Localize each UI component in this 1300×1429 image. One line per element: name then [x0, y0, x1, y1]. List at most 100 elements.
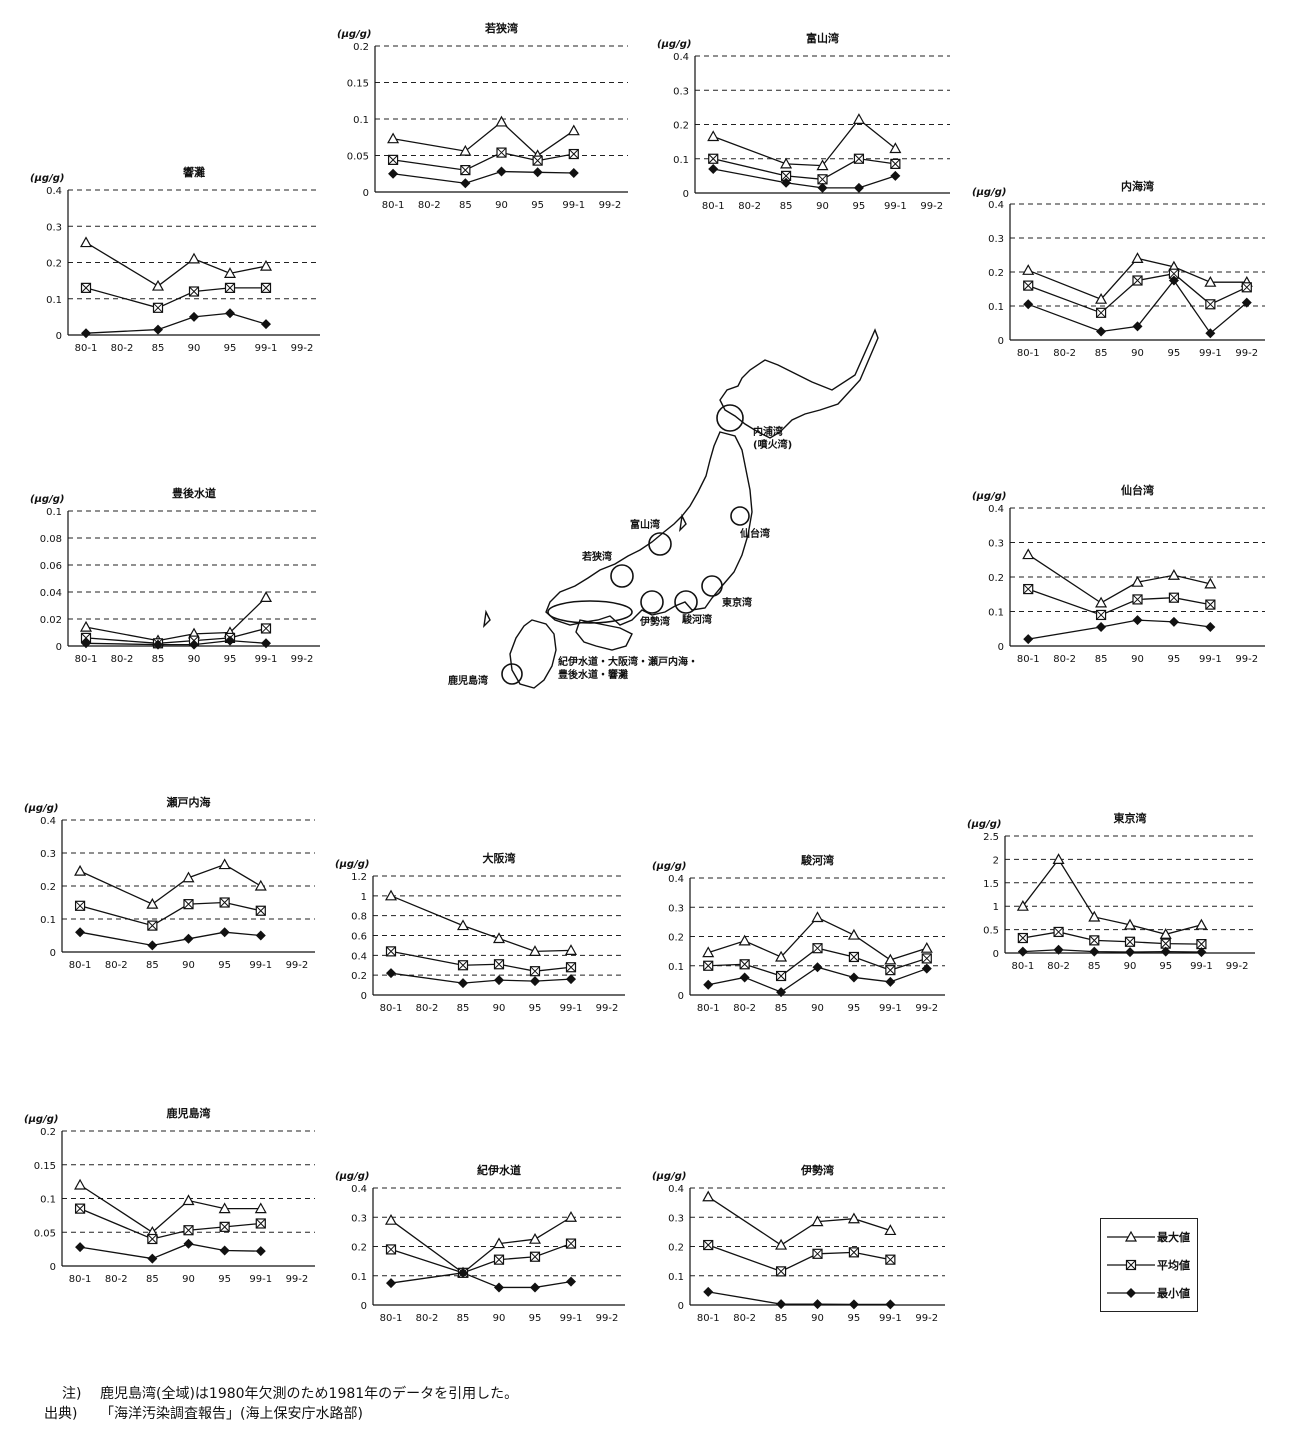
- series-line-crossed-square: [390, 950, 572, 972]
- data-point-crossed-square-cross: [921, 953, 932, 964]
- data-point-crossed-square-cross: [1096, 307, 1106, 318]
- data-point-crossed-square: [385, 946, 397, 957]
- data-point-triangle: [218, 858, 231, 870]
- data-point-diamond: [817, 182, 828, 193]
- data-point-crossed-square-cross: [890, 159, 901, 169]
- data-point-crossed-square: [1205, 299, 1216, 310]
- series-line-diamond: [79, 1243, 261, 1260]
- data-point-crossed-square-cross: [75, 1203, 85, 1214]
- data-point-crossed-square-cross: [885, 965, 896, 975]
- data-point-diamond: [255, 1246, 266, 1257]
- map-label-ise: 伊勢湾: [639, 615, 670, 628]
- data-point-crossed-square-cross: [496, 147, 507, 158]
- x-tick-label: 80-1: [69, 1274, 92, 1285]
- x-tick-label: 99-1: [255, 343, 278, 354]
- y-unit-label: (μg/g): [335, 1171, 369, 1182]
- data-point-crossed-square: [457, 960, 469, 971]
- y-tick-label: 0.2: [46, 259, 62, 270]
- data-point-triangle: [920, 941, 933, 953]
- series-line-triangle: [1022, 858, 1202, 935]
- data-point-crossed-square-cross: [1023, 280, 1034, 291]
- sendai-bay-marker: [730, 506, 750, 526]
- data-point-crossed-square-cross: [255, 905, 266, 916]
- legend-item-min: 最小値: [1101, 1283, 1197, 1303]
- x-tick-label: 90: [1124, 961, 1137, 972]
- data-point-crossed-square-cross: [1132, 275, 1143, 286]
- data-point-triangle: [254, 1202, 267, 1214]
- data-point-crossed-square-cross: [494, 1254, 504, 1265]
- data-point-triangle: [852, 113, 865, 124]
- data-point-diamond: [848, 1299, 859, 1310]
- x-tick-label: 80-2: [418, 200, 441, 211]
- chart-kii: 紀伊水道 (μg/g) 0 0.1 0.2 0.3 0.4 80-1 80-2 85 90 95 99-…: [335, 1163, 625, 1324]
- data-point-diamond: [1017, 946, 1028, 957]
- y-tick-label: 0.3: [668, 1213, 684, 1224]
- data-point-diamond: [183, 1238, 194, 1249]
- chart-title: 鹿児島湾: [167, 1106, 211, 1120]
- x-tick-label: 99-1: [1199, 348, 1222, 359]
- x-tick-label: 80-1: [1017, 654, 1040, 665]
- series-line-triangle: [707, 1196, 891, 1246]
- data-point-crossed-square: [568, 148, 579, 160]
- y-tick-label: 0: [998, 336, 1004, 347]
- x-tick-label: 99-2: [915, 1003, 938, 1014]
- x-tick-label: 80-1: [697, 1313, 720, 1324]
- data-point-diamond: [1160, 946, 1171, 957]
- data-point-triangle: [528, 1232, 542, 1244]
- data-point-triangle: [182, 1194, 195, 1206]
- x-tick-label: 80-1: [702, 201, 725, 212]
- data-point-triangle: [492, 932, 506, 944]
- y-tick-label: 0.1: [668, 1272, 684, 1283]
- series-line-diamond: [85, 639, 267, 646]
- bay-markers: [501, 404, 750, 685]
- y-tick-label: 0.1: [40, 1195, 56, 1206]
- y-tick-label: 0.1: [351, 1272, 367, 1283]
- data-point-crossed-square-cross: [1089, 935, 1100, 946]
- data-point-crossed-square-cross: [261, 623, 271, 634]
- data-point-crossed-square-cross: [189, 286, 199, 297]
- y-tick-label: 0.2: [351, 971, 367, 982]
- series-line-diamond: [1022, 949, 1202, 953]
- data-point-diamond: [261, 638, 271, 649]
- data-point-crossed-square: [224, 282, 236, 293]
- data-point-crossed-square-cross: [703, 960, 714, 971]
- data-point-crossed-square: [565, 962, 577, 973]
- x-tick-label: 99-2: [1226, 961, 1249, 972]
- data-point-crossed-square-cross: [81, 283, 91, 293]
- data-point-crossed-square: [152, 302, 164, 313]
- data-point-diamond: [703, 1286, 714, 1297]
- tokyo-bay-marker: [701, 575, 723, 597]
- data-point-crossed-square: [1205, 599, 1216, 610]
- data-point-crossed-square-cross: [708, 153, 719, 164]
- data-point-diamond: [885, 1299, 896, 1310]
- data-point-crossed-square: [708, 153, 719, 164]
- map-label-seto-group-2: 豊後水道・響灘: [558, 668, 628, 681]
- data-point-crossed-square: [565, 1238, 577, 1249]
- y-tick-label: 0.2: [351, 1243, 367, 1254]
- data-point-triangle: [74, 864, 87, 876]
- data-point-crossed-square: [775, 970, 787, 982]
- x-tick-label: 90: [493, 1313, 506, 1324]
- x-tick-label: 90: [188, 343, 201, 354]
- data-point-crossed-square-cross: [781, 171, 791, 181]
- x-tick-label: 85: [1095, 654, 1108, 665]
- x-tick-label: 80-1: [69, 960, 92, 971]
- series-line-crossed-square: [79, 1208, 261, 1240]
- data-point-crossed-square-cross: [1169, 592, 1179, 603]
- y-tick-label: 0.2: [40, 882, 56, 893]
- x-tick-label: 95: [853, 201, 866, 212]
- x-tick-label: 80-1: [75, 654, 98, 665]
- data-point-crossed-square: [703, 1239, 714, 1251]
- sado-island: [679, 513, 687, 532]
- data-point-crossed-square: [1095, 307, 1107, 318]
- y-tick-label: 0.3: [988, 539, 1004, 550]
- y-unit-label: (μg/g): [335, 859, 369, 870]
- chart-osaka: 大阪湾 (μg/g) 0 0.2 0.4 0.6 0.8 1 1.2 80-1 80-2 85 90 95…: [335, 851, 625, 1014]
- series-line-triangle: [85, 242, 267, 287]
- data-point-triangle: [811, 911, 824, 923]
- data-point-crossed-square-cross: [460, 165, 471, 175]
- x-tick-label: 99-2: [596, 1003, 619, 1014]
- series-line-crossed-square: [1022, 931, 1202, 945]
- x-tick-label: 90: [816, 201, 829, 212]
- data-point-crossed-square-cross: [1205, 599, 1216, 610]
